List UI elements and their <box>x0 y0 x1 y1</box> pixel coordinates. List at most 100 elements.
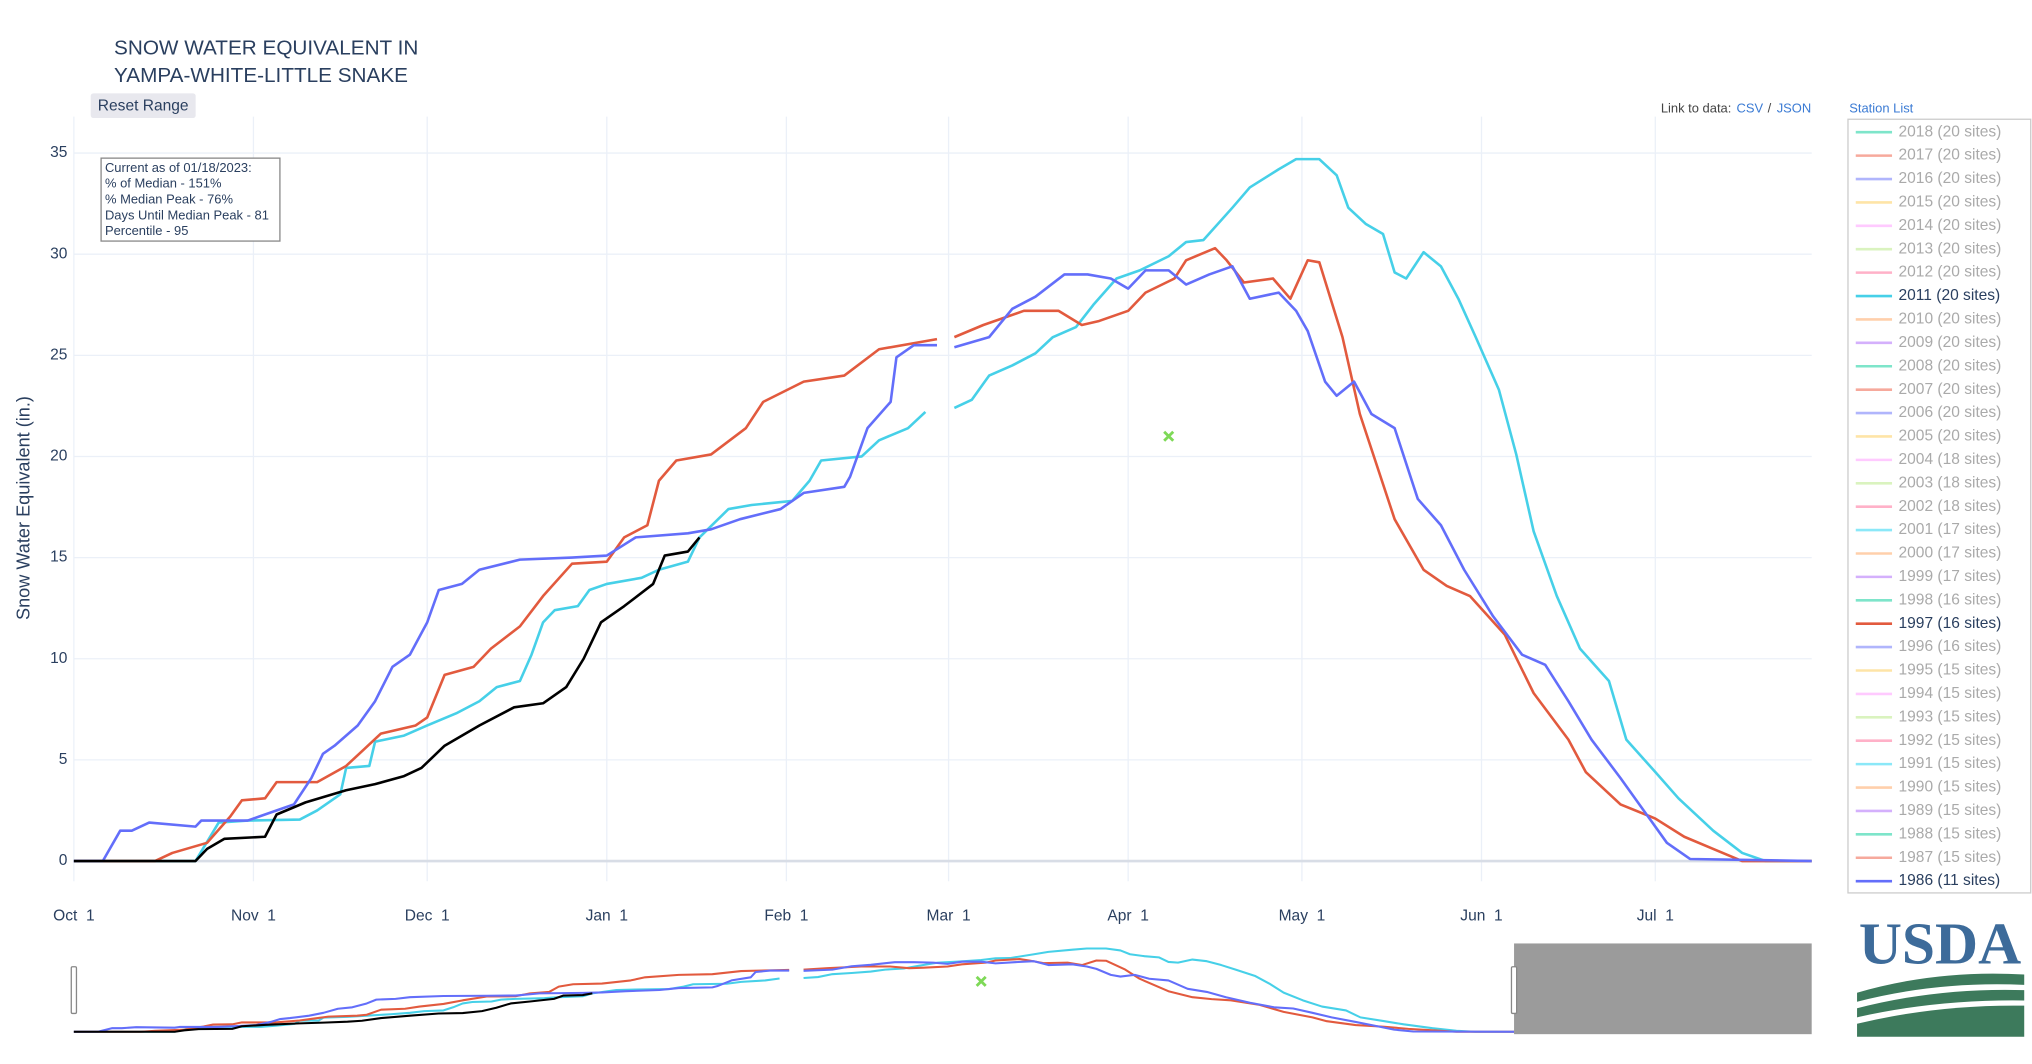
legend-item[interactable]: 1997 (16 sites) <box>1855 615 2002 632</box>
legend-item[interactable]: 2000 (17 sites) <box>1855 545 2002 562</box>
legend-label[interactable]: 2002 (18 sites) <box>1899 498 2002 515</box>
legend-label[interactable]: 2006 (20 sites) <box>1899 404 2002 421</box>
x-tick-label: Feb 1 <box>764 907 808 924</box>
link-prefix: Link to data: <box>1661 100 1732 115</box>
legend-item[interactable]: 1993 (15 sites) <box>1855 708 2002 725</box>
legend-item[interactable]: 1989 (15 sites) <box>1855 802 2002 819</box>
x-tick-label: Nov 1 <box>231 907 276 924</box>
usda-logo: USDA <box>1857 911 2025 1037</box>
chart-title: SNOW WATER EQUIVALENT IN <box>114 37 418 60</box>
legend-label[interactable]: 2010 (20 sites) <box>1899 311 2002 328</box>
legend: 2018 (20 sites) 2017 (20 sites) 2016 (20 s… <box>1855 123 2002 889</box>
median-peak-marker <box>975 975 987 987</box>
legend-item[interactable]: 2006 (20 sites) <box>1855 404 2002 421</box>
legend-label[interactable]: 1992 (15 sites) <box>1899 732 2002 749</box>
legend-item[interactable]: 2018 (20 sites) <box>1855 123 2002 140</box>
series-line <box>73 536 701 863</box>
legend-label[interactable]: 2012 (20 sites) <box>1899 264 2002 281</box>
legend-item[interactable]: 1995 (15 sites) <box>1855 662 2002 679</box>
reset-button-bg[interactable] <box>90 93 196 118</box>
legend-label[interactable]: 1986 (11 sites) <box>1899 872 2001 889</box>
logo-swoosh <box>1857 989 2025 1018</box>
slider-handle[interactable] <box>1510 966 1518 1015</box>
legend-item[interactable]: 2009 (20 sites) <box>1855 334 2002 351</box>
csv-link[interactable]: CSV <box>1737 100 1764 115</box>
legend-item[interactable]: 2013 (20 sites) <box>1855 240 2002 257</box>
annotation-line: % Median Peak - 76% <box>105 192 234 207</box>
y-axis-label: Snow Water Equivalent (in.) <box>13 396 33 620</box>
logo-text: USDA <box>1859 911 2021 977</box>
legend-label[interactable]: 2007 (20 sites) <box>1899 381 2002 398</box>
legend-label[interactable]: 2014 (20 sites) <box>1899 217 2002 234</box>
legend-label[interactable]: 1988 (15 sites) <box>1899 825 2002 842</box>
legend-item[interactable]: 2010 (20 sites) <box>1855 311 2002 328</box>
y-tick-label: 0 <box>59 852 68 869</box>
legend-item[interactable]: 2005 (20 sites) <box>1855 428 2002 445</box>
legend-label[interactable]: 2001 (17 sites) <box>1899 521 2002 538</box>
legend-item[interactable]: 2017 (20 sites) <box>1855 147 2002 164</box>
legend-item[interactable]: 2008 (20 sites) <box>1855 357 2002 374</box>
legend-item[interactable]: 2003 (18 sites) <box>1855 474 2002 491</box>
range-slider <box>70 943 1812 1035</box>
y-tick-label: 30 <box>50 245 68 262</box>
y-tick-label: 20 <box>50 448 68 465</box>
legend-item[interactable]: 2007 (20 sites) <box>1855 381 2002 398</box>
legend-item[interactable]: 2016 (20 sites) <box>1855 170 2002 187</box>
slider-handle[interactable] <box>70 966 78 1015</box>
legend-item[interactable]: 2012 (20 sites) <box>1855 264 2002 281</box>
legend-item[interactable]: 1992 (15 sites) <box>1855 732 2002 749</box>
legend-label[interactable]: 2015 (20 sites) <box>1899 194 2002 211</box>
reset-button[interactable]: Reset Range <box>90 93 196 118</box>
legend-item[interactable]: 1998 (16 sites) <box>1855 591 2002 608</box>
legend-item[interactable]: 1986 (11 sites) <box>1855 872 2001 889</box>
legend-label[interactable]: 1998 (16 sites) <box>1899 591 2002 608</box>
legend-label[interactable]: 1991 (15 sites) <box>1899 755 2002 772</box>
legend-item[interactable]: 2014 (20 sites) <box>1855 217 2002 234</box>
legend-label[interactable]: 2005 (20 sites) <box>1899 428 2002 445</box>
legend-label[interactable]: 2018 (20 sites) <box>1899 123 2002 140</box>
legend-label[interactable]: 1990 (15 sites) <box>1899 779 2002 796</box>
legend-item[interactable]: 1999 (17 sites) <box>1855 568 2002 585</box>
legend-label[interactable]: 1993 (15 sites) <box>1899 708 2002 725</box>
annotation-line: % of Median - 151% <box>105 176 222 191</box>
legend-item[interactable]: 1990 (15 sites) <box>1855 779 2002 796</box>
legend-item[interactable]: 2004 (18 sites) <box>1855 451 2002 468</box>
json-link[interactable]: JSON <box>1777 100 1812 115</box>
reset-button-label[interactable]: Reset Range <box>98 97 189 114</box>
legend-label[interactable]: 2008 (20 sites) <box>1899 357 2002 374</box>
legend-label[interactable]: 2009 (20 sites) <box>1899 334 2002 351</box>
plot-area: Oct 1 Nov 1 Dec 1 Jan 1 Feb 1 Mar 1 Apr 1 May 1… <box>50 116 1812 924</box>
y-tick-label: 35 <box>50 144 67 161</box>
legend-item[interactable]: 2015 (20 sites) <box>1855 194 2002 211</box>
legend-item[interactable]: 1987 (15 sites) <box>1855 849 2002 866</box>
legend-item[interactable]: 1988 (15 sites) <box>1855 825 2002 842</box>
legend-item[interactable]: 1994 (15 sites) <box>1855 685 2002 702</box>
legend-label[interactable]: 2016 (20 sites) <box>1899 170 2002 187</box>
legend-label[interactable]: 1987 (15 sites) <box>1899 849 2002 866</box>
annotation-box <box>100 157 281 242</box>
legend-item[interactable]: 2001 (17 sites) <box>1855 521 2002 538</box>
legend-label[interactable]: 2011 (20 sites) <box>1899 287 2001 304</box>
legend-item[interactable]: 2011 (20 sites) <box>1855 287 2001 304</box>
x-tick-label: Oct 1 <box>53 907 94 924</box>
legend-label[interactable]: 2013 (20 sites) <box>1899 240 2002 257</box>
annotation: Current as of 01/18/2023:% of Median - 1… <box>100 157 281 242</box>
logo-swoosh <box>1857 1005 2025 1037</box>
legend-label[interactable]: 2000 (17 sites) <box>1899 545 2002 562</box>
legend-label[interactable]: 1996 (16 sites) <box>1899 638 2002 655</box>
legend-label[interactable]: 1999 (17 sites) <box>1899 568 2002 585</box>
legend-item[interactable]: 1991 (15 sites) <box>1855 755 2002 772</box>
legend-label[interactable]: 1997 (16 sites) <box>1899 615 2002 632</box>
legend-label[interactable]: 2004 (18 sites) <box>1899 451 2002 468</box>
legend-item[interactable]: 1996 (16 sites) <box>1855 638 2002 655</box>
slider-mask[interactable] <box>1514 943 1812 1035</box>
legend-label[interactable]: 1995 (15 sites) <box>1899 662 2002 679</box>
median-peak-marker <box>1163 430 1175 442</box>
station-list-link[interactable]: Station List <box>1849 100 1913 115</box>
legend-label[interactable]: 1994 (15 sites) <box>1899 685 2002 702</box>
legend-label[interactable]: 2017 (20 sites) <box>1899 147 2002 164</box>
legend-label[interactable]: 2003 (18 sites) <box>1899 474 2002 491</box>
legend-label[interactable]: 1989 (15 sites) <box>1899 802 2002 819</box>
legend-item[interactable]: 2002 (18 sites) <box>1855 498 2002 515</box>
